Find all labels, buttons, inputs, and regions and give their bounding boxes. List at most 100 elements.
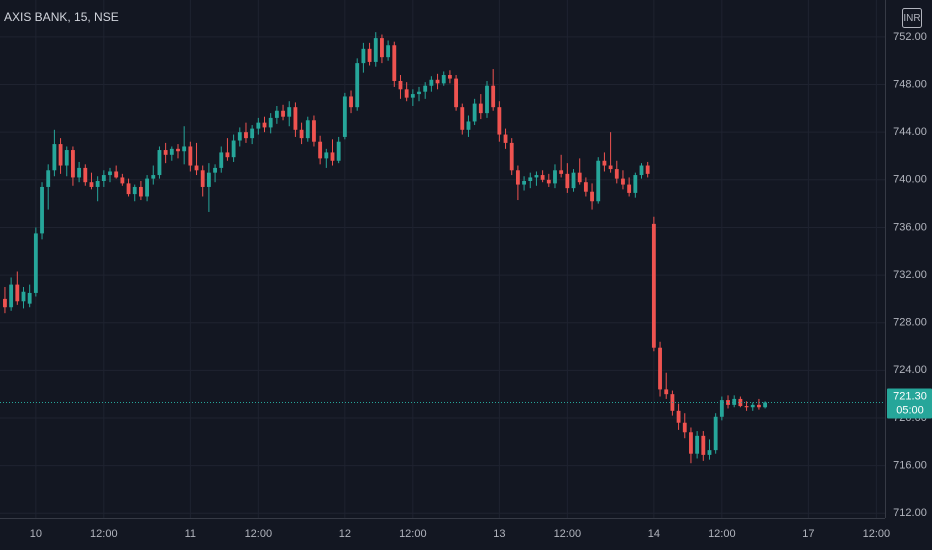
- candle-body: [472, 103, 477, 122]
- currency-box[interactable]: [902, 8, 922, 28]
- candle-body: [58, 144, 63, 166]
- candle-body: [726, 400, 730, 405]
- candle-body: [3, 298, 7, 308]
- x-tick-label: 13: [493, 528, 505, 540]
- candle-body: [732, 398, 737, 405]
- candle-body: [540, 175, 545, 180]
- candle-body: [77, 167, 82, 178]
- y-tick-label: 732.00: [893, 269, 927, 281]
- candle-body: [138, 186, 143, 197]
- candle-body: [695, 435, 700, 454]
- x-tick-label: 12: [339, 528, 351, 540]
- candle-body: [404, 89, 409, 98]
- candle-body: [114, 171, 119, 178]
- candle-body: [658, 347, 662, 390]
- candle-body: [169, 148, 174, 155]
- candle-body: [373, 38, 378, 62]
- candle-body: [194, 165, 199, 171]
- candle-body: [707, 450, 712, 455]
- x-tick-label: 11: [185, 528, 196, 540]
- candle-body: [608, 165, 613, 170]
- candle-body: [553, 170, 557, 184]
- candle-body: [89, 182, 94, 187]
- candle-body: [176, 148, 180, 152]
- candle-body: [244, 132, 248, 139]
- x-tick-label: 10: [30, 528, 42, 540]
- candle-body: [145, 178, 150, 197]
- candle-body: [324, 152, 329, 159]
- x-tick-label: 12:00: [554, 528, 582, 540]
- candle-body: [21, 291, 26, 302]
- candle-body: [423, 85, 428, 92]
- x-tick-label: 12:00: [399, 528, 427, 540]
- candle-body: [664, 389, 669, 395]
- y-tick-label: 716.00: [893, 460, 927, 472]
- last-price-box: [887, 388, 932, 419]
- candle-body: [219, 152, 224, 168]
- candle-body: [497, 107, 502, 135]
- candle-body: [491, 85, 496, 108]
- candle-body: [250, 128, 255, 139]
- candle-body: [515, 170, 520, 185]
- candle-body: [200, 170, 205, 187]
- candle-body: [380, 38, 384, 58]
- candle-body: [577, 172, 582, 183]
- candle-body: [336, 141, 341, 161]
- candle-body: [750, 404, 755, 408]
- candle-body: [312, 120, 316, 142]
- candle-body: [101, 175, 106, 182]
- y-tick-label: 736.00: [893, 221, 927, 233]
- candle-body: [293, 107, 298, 130]
- candle-body: [410, 94, 415, 98]
- countdown: 05:00: [896, 404, 924, 416]
- candle-body: [466, 121, 471, 130]
- candle-body: [64, 150, 69, 166]
- y-tick-label: 740.00: [893, 174, 927, 186]
- candle-body: [571, 172, 576, 189]
- candle-body: [417, 91, 421, 95]
- x-tick-label: 12:00: [245, 528, 273, 540]
- x-tick-label: 12:00: [90, 528, 118, 540]
- candle-body: [126, 183, 131, 195]
- candle-body: [651, 223, 656, 348]
- y-tick-label: 748.00: [893, 78, 927, 90]
- candle-body: [40, 186, 44, 234]
- candle-body: [546, 179, 551, 184]
- candle-body: [262, 122, 267, 128]
- currency[interactable]: INR: [903, 13, 920, 24]
- candle-body: [596, 160, 601, 202]
- candle-body: [738, 398, 743, 407]
- candle-body: [231, 140, 236, 158]
- candle-body: [460, 107, 465, 130]
- candle-body: [27, 292, 32, 304]
- candle-body: [361, 48, 366, 64]
- candle-body: [448, 75, 452, 79]
- y-tick-label: 752.00: [893, 31, 927, 43]
- last-price-label: 721.30: [893, 390, 927, 402]
- x-tick-label: 14: [648, 528, 660, 540]
- candle-body: [108, 171, 112, 176]
- candle-body: [120, 177, 125, 184]
- candle-body: [682, 422, 687, 433]
- candle-body: [528, 177, 533, 182]
- candle-body: [485, 85, 489, 114]
- candle-body: [274, 110, 279, 118]
- candle-body: [559, 170, 564, 174]
- candle-body: [318, 141, 323, 159]
- x-tick-label: 17: [802, 528, 814, 540]
- candle-body: [509, 142, 514, 171]
- candle-body: [392, 45, 397, 81]
- candle-body: [621, 178, 625, 185]
- candle-body: [132, 186, 137, 195]
- candle-body: [349, 96, 353, 108]
- candle-body: [15, 284, 20, 302]
- candle-body: [534, 175, 539, 178]
- candle-body: [287, 107, 292, 117]
- candle-body: [9, 284, 14, 308]
- candle-body: [441, 75, 446, 84]
- y-tick-label: 712.00: [893, 507, 927, 519]
- candle-body: [367, 48, 372, 62]
- candle-body: [478, 103, 483, 114]
- candle-body: [71, 150, 75, 178]
